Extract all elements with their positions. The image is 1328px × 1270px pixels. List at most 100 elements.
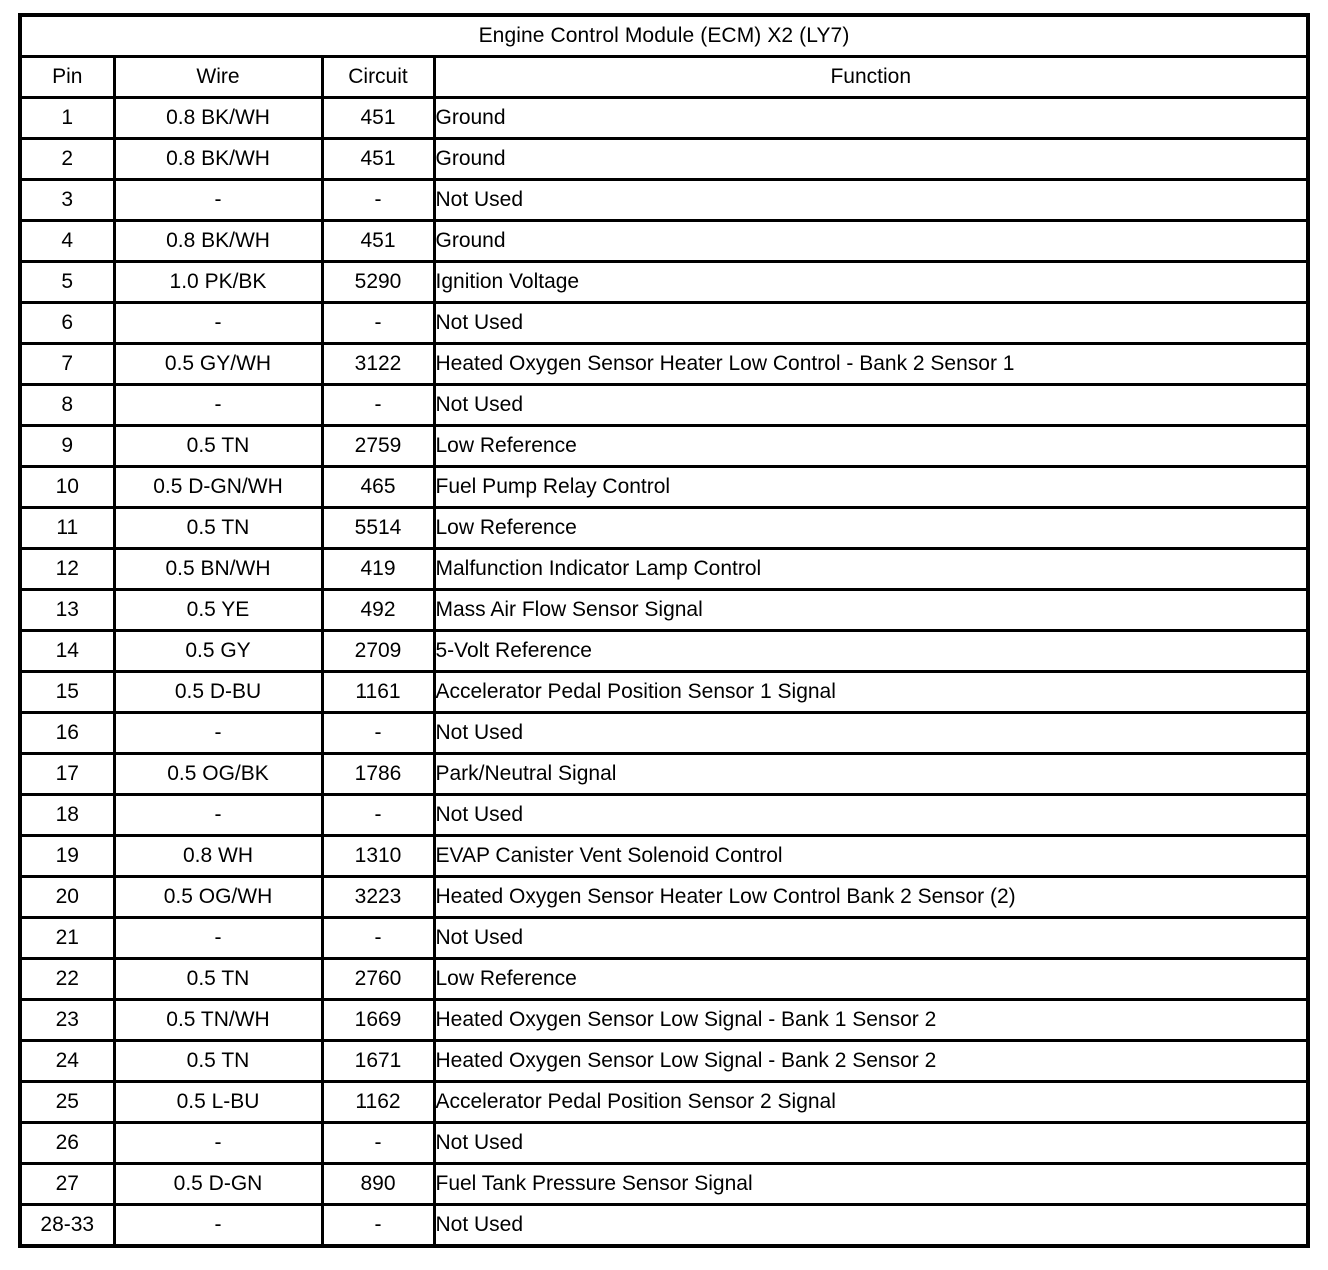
cell-circuit: - bbox=[320, 1121, 436, 1165]
cell-wire: 0.5 TN bbox=[112, 957, 324, 1001]
table-row: 14 0.5 GY 2709 5-Volt Reference bbox=[18, 629, 1310, 673]
cell-circuit: 5290 bbox=[320, 260, 436, 304]
cell-wire: - bbox=[112, 1203, 324, 1248]
cell-function: Not Used bbox=[432, 1203, 1310, 1248]
cell-pin: 21 bbox=[18, 916, 116, 960]
cell-circuit: 2760 bbox=[320, 957, 436, 1001]
table-row: 26- - Not Used bbox=[18, 1121, 1310, 1165]
cell-pin: 23 bbox=[18, 998, 116, 1042]
cell-wire: - bbox=[112, 1121, 324, 1165]
cell-wire: 0.5 TN/WH bbox=[112, 998, 324, 1042]
cell-circuit: 451 bbox=[320, 137, 436, 181]
cell-wire: - bbox=[112, 916, 324, 960]
table-row: 3- - Not Used bbox=[18, 178, 1310, 222]
cell-wire: 0.5 D-BU bbox=[112, 670, 324, 714]
cell-circuit: 451 bbox=[320, 219, 436, 263]
cell-function: Ground bbox=[432, 137, 1310, 181]
table-row: 18- - Not Used bbox=[18, 793, 1310, 837]
cell-wire: 0.5 D-GN bbox=[112, 1162, 324, 1206]
cell-pin: 26 bbox=[18, 1121, 116, 1165]
cell-circuit: 1786 bbox=[320, 752, 436, 796]
table-row: 15 0.5 D-BU 1161 Accelerator Pedal Position… bbox=[18, 670, 1310, 714]
cell-function: Mass Air Flow Sensor Signal bbox=[432, 588, 1310, 632]
cell-pin: 18 bbox=[18, 793, 116, 837]
cell-circuit: 2709 bbox=[320, 629, 436, 673]
cell-circuit: 1669 bbox=[320, 998, 436, 1042]
table-row: 24 0.5 TN 1671 Heated Oxygen Sensor Low Sig… bbox=[18, 1039, 1310, 1083]
cell-function: Not Used bbox=[432, 1121, 1310, 1165]
cell-circuit: 1161 bbox=[320, 670, 436, 714]
table-row: 8- - Not Used bbox=[18, 383, 1310, 427]
cell-pin: 12 bbox=[18, 547, 116, 591]
cell-circuit: - bbox=[320, 383, 436, 427]
cell-wire: 0.8 BK/WH bbox=[112, 137, 324, 181]
cell-pin: 5 bbox=[18, 260, 116, 304]
cell-function: Low Reference bbox=[432, 957, 1310, 1001]
cell-function: Malfunction Indicator Lamp Control bbox=[432, 547, 1310, 591]
cell-wire: 0.5 GY/WH bbox=[112, 342, 324, 386]
table-row: 19 0.8 WH 1310 EVAP Canister Vent Solenoid … bbox=[18, 834, 1310, 878]
cell-wire: - bbox=[112, 711, 324, 755]
cell-function: Ignition Voltage bbox=[432, 260, 1310, 304]
table-row: 10 0.5 D-GN/WH 465 Fuel Pump Relay Control bbox=[18, 465, 1310, 509]
cell-pin: 7 bbox=[18, 342, 116, 386]
cell-circuit: 890 bbox=[320, 1162, 436, 1206]
table-header-row: Pin Wire Circuit Function bbox=[18, 55, 1310, 99]
cell-wire: - bbox=[112, 383, 324, 427]
cell-pin: 6 bbox=[18, 301, 116, 345]
cell-function: Not Used bbox=[432, 711, 1310, 755]
table-row: 7 0.5 GY/WH 3122 Heated Oxygen Sensor Heate… bbox=[18, 342, 1310, 386]
cell-circuit: 3122 bbox=[320, 342, 436, 386]
cell-circuit: 2759 bbox=[320, 424, 436, 468]
table-row: 2 0.8 BK/WH 451 Ground bbox=[18, 137, 1310, 181]
cell-circuit: - bbox=[320, 711, 436, 755]
cell-function: 5-Volt Reference bbox=[432, 629, 1310, 673]
cell-circuit: 1671 bbox=[320, 1039, 436, 1083]
cell-function: Low Reference bbox=[432, 424, 1310, 468]
cell-wire: 0.5 YE bbox=[112, 588, 324, 632]
cell-circuit: - bbox=[320, 301, 436, 345]
cell-pin: 10 bbox=[18, 465, 116, 509]
cell-function: Ground bbox=[432, 96, 1310, 140]
cell-function: Heated Oxygen Sensor Low Signal - Bank 2… bbox=[432, 1039, 1310, 1083]
column-header-wire: Wire bbox=[112, 55, 324, 99]
cell-wire: 0.5 BN/WH bbox=[112, 547, 324, 591]
cell-pin: 20 bbox=[18, 875, 116, 919]
cell-function: Accelerator Pedal Position Sensor 1 Sign… bbox=[432, 670, 1310, 714]
cell-circuit: - bbox=[320, 793, 436, 837]
cell-pin: 16 bbox=[18, 711, 116, 755]
table-body: Engine Control Module (ECM) X2 (LY7) Pin… bbox=[18, 13, 1310, 1248]
cell-wire: 0.5 L-BU bbox=[112, 1080, 324, 1124]
cell-pin: 2 bbox=[18, 137, 116, 181]
cell-pin: 4 bbox=[18, 219, 116, 263]
cell-wire: 0.5 OG/WH bbox=[112, 875, 324, 919]
cell-wire: 0.5 TN bbox=[112, 1039, 324, 1083]
cell-pin: 17 bbox=[18, 752, 116, 796]
cell-pin: 25 bbox=[18, 1080, 116, 1124]
column-header-circuit: Circuit bbox=[320, 55, 436, 99]
table-row: 23 0.5 TN/WH 1669 Heated Oxygen Sensor Low … bbox=[18, 998, 1310, 1042]
cell-circuit: 419 bbox=[320, 547, 436, 591]
ecm-pinout-table: Engine Control Module (ECM) X2 (LY7) Pin… bbox=[18, 13, 1310, 1248]
table-title-row: Engine Control Module (ECM) X2 (LY7) bbox=[18, 13, 1310, 58]
table-row: 4 0.8 BK/WH 451 Ground bbox=[18, 219, 1310, 263]
cell-pin: 27 bbox=[18, 1162, 116, 1206]
cell-pin: 9 bbox=[18, 424, 116, 468]
cell-function: Heated Oxygen Sensor Low Signal - Bank 1… bbox=[432, 998, 1310, 1042]
cell-circuit: 1310 bbox=[320, 834, 436, 878]
cell-pin: 15 bbox=[18, 670, 116, 714]
cell-function: Not Used bbox=[432, 301, 1310, 345]
table-row: 9 0.5 TN 2759 Low Reference bbox=[18, 424, 1310, 468]
cell-function: Accelerator Pedal Position Sensor 2 Sign… bbox=[432, 1080, 1310, 1124]
cell-wire: 1.0 PK/BK bbox=[112, 260, 324, 304]
cell-pin: 1 bbox=[18, 96, 116, 140]
cell-function: Heated Oxygen Sensor Heater Low Control … bbox=[432, 342, 1310, 386]
cell-circuit: - bbox=[320, 916, 436, 960]
cell-wire: 0.5 TN bbox=[112, 424, 324, 468]
table-row: 1 0.8 BK/WH 451 Ground bbox=[18, 96, 1310, 140]
cell-pin: 13 bbox=[18, 588, 116, 632]
cell-function: Not Used bbox=[432, 383, 1310, 427]
cell-circuit: 451 bbox=[320, 96, 436, 140]
cell-pin: 19 bbox=[18, 834, 116, 878]
